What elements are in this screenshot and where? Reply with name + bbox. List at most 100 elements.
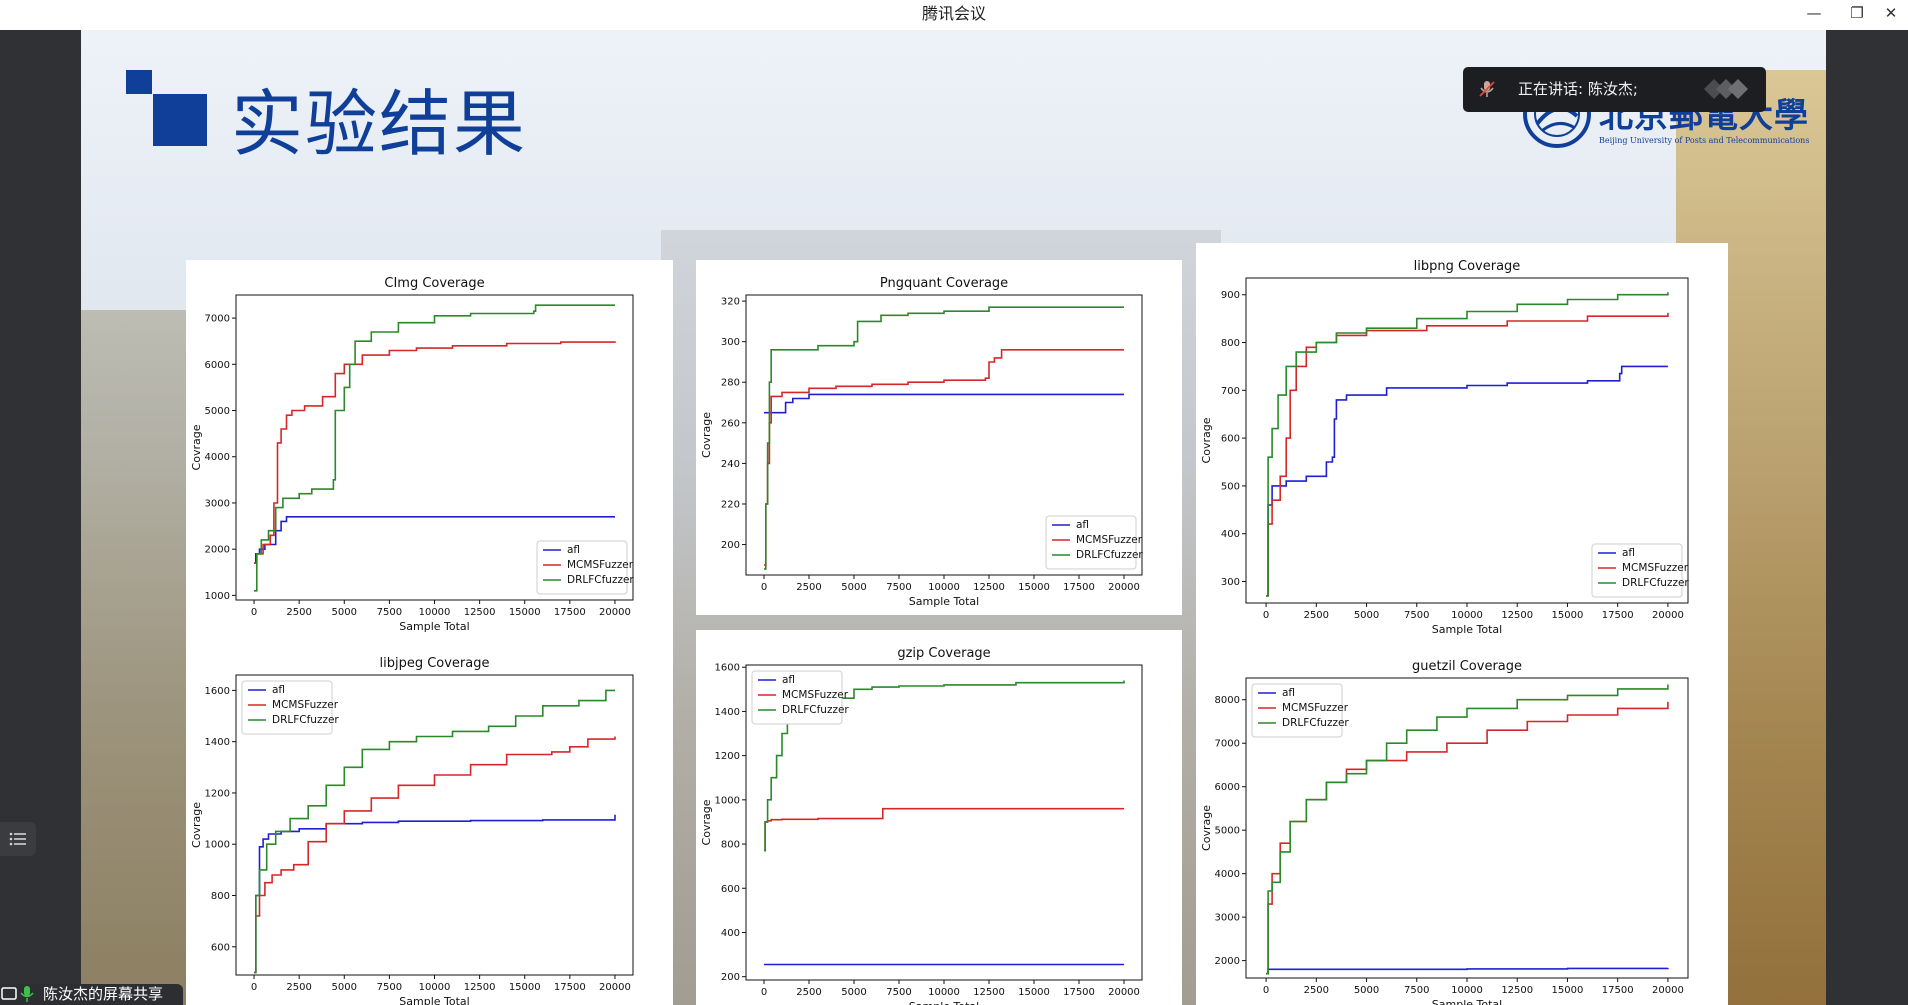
y-tick-label: 220 — [721, 499, 740, 510]
y-tick-label: 3000 — [205, 498, 230, 509]
x-tick-label: 17500 — [1063, 582, 1095, 593]
y-tick-label: 600 — [721, 884, 740, 895]
series-line-MCMSFuzzer — [254, 341, 616, 564]
series-line-MCMSFuzzer — [254, 736, 616, 974]
legend-label: afl — [782, 674, 795, 686]
legend-label: DRLFCfuzzer — [272, 714, 339, 726]
x-tick-label: 2500 — [286, 607, 311, 618]
y-tick-label: 1000 — [715, 795, 740, 806]
left-margin — [0, 30, 81, 1005]
x-tick-label: 20000 — [599, 982, 631, 993]
x-tick-label: 0 — [1263, 985, 1269, 996]
y-tick-label: 1200 — [205, 788, 230, 799]
chart-panel-gzip: gzip Coverage 0 2500 5000 7500 10000 12500 1500… — [696, 630, 1182, 1005]
y-tick-label: 2000 — [205, 545, 230, 556]
list-menu-button[interactable] — [0, 822, 36, 856]
x-tick-label: 0 — [251, 982, 257, 993]
y-tick-label: 400 — [721, 928, 740, 939]
x-tick-label: 15000 — [1018, 582, 1050, 593]
legend-label: afl — [1076, 519, 1089, 531]
chart-svg: libjpeg Coverage 0 2500 5000 7500 10000 12500 1… — [190, 656, 634, 1005]
y-tick-label: 800 — [1221, 338, 1240, 349]
y-tick-label: 4000 — [205, 452, 230, 463]
x-tick-label: 2500 — [1304, 610, 1329, 621]
x-tick-label: 17500 — [1063, 987, 1095, 998]
y-tick-label: 800 — [721, 840, 740, 851]
series-line-MCMSFuzzer — [764, 349, 1124, 566]
x-axis-label: Sample Total — [1432, 623, 1502, 636]
legend-label: DRLFCfuzzer — [1282, 717, 1349, 729]
x-axis-label: Sample Total — [909, 595, 979, 608]
legend-label: MCMSFuzzer — [1076, 534, 1143, 546]
y-tick-label: 1600 — [715, 663, 740, 674]
legend-label: afl — [1622, 547, 1635, 559]
shared-slide: 实验结果 北京郵電大學 Beijing University of Posts … — [81, 30, 1826, 1005]
y-tick-label: 3000 — [1215, 913, 1240, 924]
chart-panel-guetzil: guetzil Coverage 0 2500 5000 7500 10000 12500 1… — [1196, 643, 1728, 1005]
chart-svg: libpng Coverage 0 2500 5000 7500 10000 12500 15… — [1200, 259, 1689, 636]
y-tick-label: 5000 — [205, 406, 230, 417]
y-tick-label: 320 — [721, 297, 740, 308]
x-tick-label: 7500 — [377, 982, 402, 993]
y-tick-label: 700 — [1221, 386, 1240, 397]
x-tick-label: 20000 — [1108, 987, 1140, 998]
x-tick-label: 0 — [251, 607, 257, 618]
restore-button[interactable]: ❐ — [1850, 4, 1864, 22]
chart-panel-libpng: libpng Coverage 0 2500 5000 7500 10000 12500 15… — [1196, 243, 1728, 643]
chart-title: Pngquant Coverage — [880, 276, 1008, 291]
legend-label: MCMSFuzzer — [567, 559, 634, 571]
x-tick-label: 5000 — [1354, 985, 1379, 996]
screen-share-indicator[interactable]: 陈汝杰的屏幕共享 — [0, 984, 183, 1005]
x-tick-label: 10000 — [419, 982, 451, 993]
x-tick-label: 7500 — [377, 607, 402, 618]
series-line-MCMSFuzzer — [764, 807, 1124, 852]
x-tick-label: 12500 — [973, 582, 1005, 593]
y-tick-label: 260 — [721, 418, 740, 429]
legend-label: MCMSFuzzer — [272, 699, 339, 711]
x-tick-label: 15000 — [1552, 985, 1584, 996]
chart-title: libjpeg Coverage — [379, 656, 489, 671]
y-tick-label: 1000 — [205, 591, 230, 602]
x-tick-label: 20000 — [1652, 610, 1684, 621]
chart-title: CImg Coverage — [384, 276, 484, 291]
close-button[interactable]: ✕ — [1884, 4, 1898, 22]
slide-title: 实验结果 — [231, 82, 528, 166]
x-tick-label: 2500 — [1304, 985, 1329, 996]
y-tick-label: 800 — [211, 891, 230, 902]
microphone-muted-icon — [1479, 81, 1495, 97]
y-axis-label: Covrage — [190, 802, 203, 848]
legend-label: MCMSFuzzer — [1282, 702, 1349, 714]
chart-title: guetzil Coverage — [1412, 659, 1522, 674]
title-decoration-small-square — [126, 70, 152, 94]
y-tick-label: 400 — [1221, 529, 1240, 540]
series-line-DRLFCfuzzer — [1266, 684, 1669, 975]
x-tick-label: 12500 — [973, 987, 1005, 998]
y-tick-label: 1000 — [205, 840, 230, 851]
right-margin — [1826, 30, 1908, 1005]
series-line-DRLFCfuzzer — [764, 306, 1124, 570]
university-name-english: Beijing University of Posts and Telecomm… — [1599, 136, 1810, 145]
x-tick-label: 10000 — [928, 987, 960, 998]
legend-label: afl — [567, 544, 580, 556]
minimize-button[interactable]: — — [1806, 4, 1822, 22]
share-status-icon — [1, 986, 34, 1002]
x-tick-label: 10000 — [928, 582, 960, 593]
legend-label: afl — [272, 684, 285, 696]
series-line-DRLFCfuzzer — [254, 304, 615, 592]
y-tick-label: 200 — [721, 540, 740, 551]
y-axis-label: Covrage — [700, 412, 713, 458]
x-tick-label: 15000 — [509, 982, 541, 993]
x-tick-label: 5000 — [841, 582, 866, 593]
legend-label: DRLFCfuzzer — [1622, 577, 1689, 589]
legend-label: MCMSFuzzer — [1622, 562, 1689, 574]
y-tick-label: 300 — [1221, 577, 1240, 588]
chart-title: libpng Coverage — [1414, 259, 1521, 274]
y-tick-label: 4000 — [1215, 869, 1240, 880]
screen-share-label: 陈汝杰的屏幕共享 — [43, 985, 164, 1003]
y-tick-label: 1600 — [205, 686, 230, 697]
x-tick-label: 20000 — [1108, 582, 1140, 593]
chart-panel-cimg: CImg Coverage 0 2500 5000 7500 10000 12500 1500… — [186, 260, 673, 640]
legend-label: DRLFCfuzzer — [567, 574, 634, 586]
x-axis-label: Sample Total — [909, 1000, 979, 1005]
series-line-afl — [764, 393, 1124, 414]
